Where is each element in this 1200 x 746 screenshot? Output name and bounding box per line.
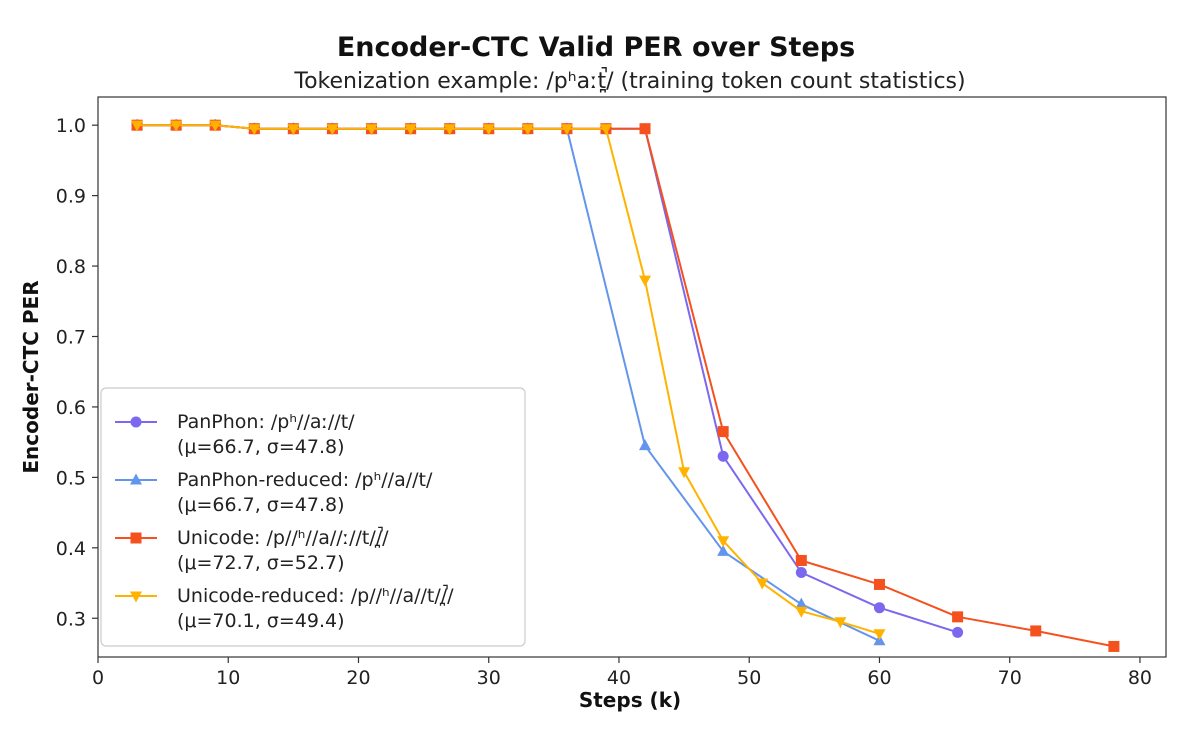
legend-label: Unicode-reduced: /p//ʰ//a//t//̪̚/ [177,583,454,607]
data-point [639,439,652,451]
data-point [639,275,652,287]
x-tick-label: 20 [346,667,370,689]
legend-stats: (μ=66.7, σ=47.8) [177,494,344,516]
legend-marker [130,473,142,485]
y-tick-label: 0.9 [56,186,86,208]
y-axis-label: Encoder-CTC PER [19,280,43,473]
data-point [717,536,730,548]
y-tick-label: 0.5 [56,467,86,489]
legend: PanPhon: /pʰ//aː//t/(μ=66.7, σ=47.8)PanP… [100,387,526,647]
data-point [873,629,886,641]
y-tick-label: 0.8 [56,256,86,278]
data-point [678,467,691,479]
data-point [795,554,807,566]
y-tick-label: 0.3 [56,608,86,630]
data-point [1108,640,1120,652]
data-point [639,123,651,135]
legend-stats: (μ=72.7, σ=52.7) [177,552,344,574]
data-point [443,124,456,136]
legend-label: Unicode: /p//ʰ//a//ː//t//̪̚/ [177,525,389,549]
data-point [131,120,144,132]
x-axis-label: Steps (k) [579,688,681,712]
data-point [717,544,730,556]
series-4 [131,120,886,641]
data-point [795,566,807,578]
legend-marker [130,416,142,428]
legend-entry: Unicode: /p//ʰ//a//ː//t//̪̚/ (μ=72.7, σ=5… [115,525,389,574]
data-point [795,606,808,618]
y-tick-label: 1.0 [56,115,86,137]
series-line [137,124,880,635]
legend-entry: Unicode-reduced: /p//ʰ//a//t//̪̚/ (μ=70.1… [115,583,454,632]
data-point [482,124,495,136]
y-tick-label: 0.7 [56,326,86,348]
chart-title: Encoder-CTC Valid PER over Steps [337,32,855,63]
axes: 0 10 20 30 40 50 60 70 80 0.3 0.4 0.5 0.6 0.7 0.8 0.9 1.… [56,96,1167,689]
x-tick-label: 80 [1128,667,1152,689]
data-point [717,426,729,438]
data-point [287,124,300,136]
data-point [599,124,612,136]
legend-label: PanPhon-reduced: /pʰ//a//t/ [177,469,433,491]
legend-box [100,387,526,647]
x-tick-label: 70 [998,667,1022,689]
data-point [756,578,769,590]
legend-marker [130,532,142,544]
x-tick-label: 40 [607,667,631,689]
x-tick-label: 50 [737,667,761,689]
data-point [170,120,183,132]
data-point [521,124,534,136]
data-point [795,597,808,609]
data-point [873,578,885,590]
legend-label: PanPhon: /pʰ//aː//t/ [177,411,355,433]
data-point [560,124,573,136]
data-point [326,124,339,136]
plot-area [131,118,1120,652]
legend-stats: (μ=70.1, σ=49.4) [177,610,344,632]
legend-stats: (μ=66.7, σ=47.8) [177,436,344,458]
data-point [952,611,964,623]
x-tick-label: 60 [867,667,891,689]
legend-entry: PanPhon: /pʰ//aː//t/ (μ=66.7, σ=47.8) [115,411,355,458]
data-point [1030,625,1042,637]
y-tick-label: 0.6 [56,397,86,419]
legend-marker [130,591,142,603]
data-point [209,120,222,132]
legend-entry: PanPhon-reduced: /pʰ//a//t/ (μ=66.7, σ=47… [115,469,433,516]
x-tick-label: 0 [92,667,104,689]
data-point [952,626,964,638]
y-tick-label: 0.4 [56,538,86,560]
plot-frame [97,96,1167,658]
data-point [717,450,729,462]
x-tick-label: 10 [216,667,240,689]
x-tick-label: 30 [477,667,501,689]
chart-subtitle: Tokenization example: /pʰaːt̪̚/ (trainin… [293,67,965,94]
data-point [873,602,885,614]
data-point [248,124,261,136]
data-point [404,124,417,136]
data-point [365,124,378,136]
data-point [834,617,847,629]
